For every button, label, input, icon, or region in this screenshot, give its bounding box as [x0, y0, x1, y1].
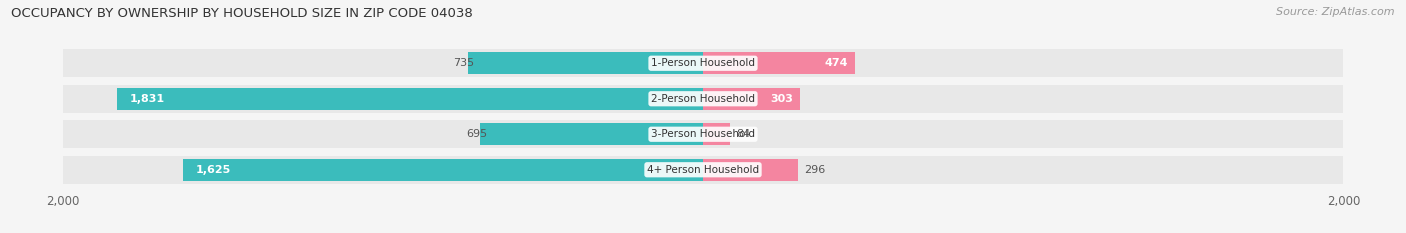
Bar [63, 49, 1343, 77]
Bar [703, 159, 797, 181]
Text: 735: 735 [453, 58, 474, 68]
Bar [703, 52, 855, 74]
Text: 4+ Person Household: 4+ Person Household [647, 165, 759, 175]
Bar [63, 120, 1343, 148]
Text: 1,625: 1,625 [195, 165, 231, 175]
Text: 695: 695 [465, 129, 486, 139]
Bar [117, 88, 703, 110]
Text: 296: 296 [804, 165, 825, 175]
Bar [468, 52, 703, 74]
Bar [703, 123, 730, 145]
Bar [63, 85, 1343, 113]
Text: 84: 84 [737, 129, 751, 139]
Bar [481, 123, 703, 145]
Text: 1-Person Household: 1-Person Household [651, 58, 755, 68]
Text: 303: 303 [770, 94, 793, 104]
Text: Source: ZipAtlas.com: Source: ZipAtlas.com [1277, 7, 1395, 17]
Bar [63, 156, 1343, 184]
Bar [703, 88, 800, 110]
Text: 474: 474 [825, 58, 848, 68]
Text: 1,831: 1,831 [129, 94, 165, 104]
Text: OCCUPANCY BY OWNERSHIP BY HOUSEHOLD SIZE IN ZIP CODE 04038: OCCUPANCY BY OWNERSHIP BY HOUSEHOLD SIZE… [11, 7, 472, 20]
Text: 2-Person Household: 2-Person Household [651, 94, 755, 104]
Bar [183, 159, 703, 181]
Text: 3-Person Household: 3-Person Household [651, 129, 755, 139]
